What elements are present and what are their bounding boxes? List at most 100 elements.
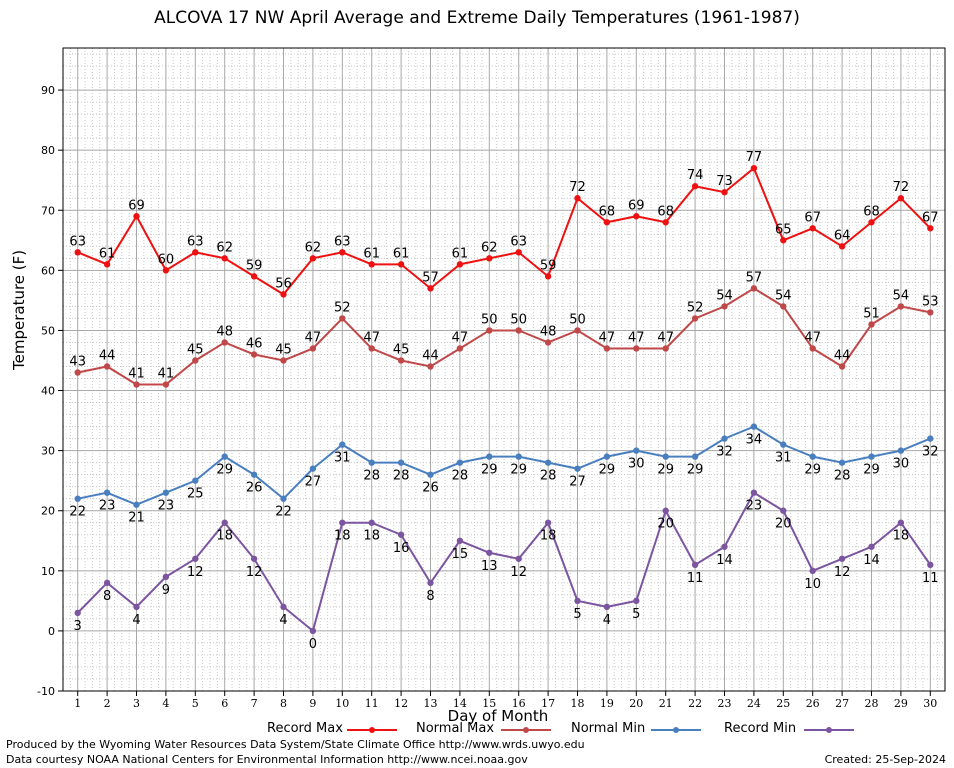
data-point-normal-max bbox=[515, 327, 522, 334]
x-tick-label: 2 bbox=[104, 697, 111, 710]
x-tick-label: 21 bbox=[659, 697, 673, 710]
data-point-normal-max bbox=[309, 345, 317, 352]
y-tick-label: -10 bbox=[37, 685, 55, 698]
data-label-normal-min: 30 bbox=[893, 457, 910, 472]
data-point-record-min bbox=[103, 579, 111, 587]
data-label-record-max: 67 bbox=[922, 210, 939, 225]
data-point-normal-max bbox=[280, 357, 287, 364]
data-label-normal-max: 47 bbox=[305, 330, 322, 345]
data-label-record-min: 16 bbox=[393, 541, 410, 556]
data-label-record-max: 77 bbox=[746, 150, 763, 165]
series-line-record-max bbox=[77, 166, 932, 296]
data-label-normal-max: 41 bbox=[128, 367, 145, 382]
data-point-record-min bbox=[515, 555, 522, 562]
x-tick-label: 3 bbox=[133, 697, 140, 710]
data-point-normal-min bbox=[544, 459, 552, 466]
data-label-normal-min: 22 bbox=[69, 505, 86, 520]
x-tick-label: 16 bbox=[512, 697, 526, 710]
data-label-normal-min: 28 bbox=[540, 469, 557, 484]
data-point-normal-min bbox=[456, 459, 464, 466]
data-point-record-max bbox=[927, 225, 934, 232]
x-tick-label: 1 bbox=[74, 697, 81, 710]
data-point-record-max bbox=[780, 237, 787, 244]
legend-swatch-record-min bbox=[804, 727, 854, 733]
data-label-record-min: 18 bbox=[540, 529, 557, 544]
data-point-normal-min bbox=[633, 447, 640, 454]
data-point-normal-min bbox=[339, 441, 346, 448]
data-point-record-min bbox=[192, 555, 199, 562]
data-label-record-max: 74 bbox=[687, 168, 704, 183]
data-label-record-max: 69 bbox=[628, 198, 645, 213]
data-label-record-min: 5 bbox=[632, 607, 640, 622]
data-point-normal-min bbox=[691, 453, 699, 460]
data-label-record-max: 57 bbox=[422, 270, 439, 285]
data-label-record-min: 8 bbox=[103, 589, 111, 604]
data-label-record-min: 9 bbox=[162, 583, 170, 598]
data-point-normal-min bbox=[662, 453, 669, 460]
plot-frame bbox=[62, 47, 946, 692]
data-label-normal-min: 25 bbox=[187, 487, 204, 502]
data-label-record-min: 18 bbox=[893, 529, 910, 544]
data-label-normal-max: 47 bbox=[599, 330, 616, 345]
data-label-record-max: 73 bbox=[716, 174, 733, 189]
data-point-normal-max bbox=[221, 339, 228, 346]
data-point-record-max bbox=[368, 261, 375, 268]
x-tick-label: 14 bbox=[453, 697, 467, 710]
legend-swatch-normal-min bbox=[651, 727, 701, 733]
data-point-record-min bbox=[838, 555, 846, 562]
data-label-record-max: 64 bbox=[834, 228, 851, 243]
data-point-normal-min bbox=[103, 489, 111, 496]
data-label-normal-min: 29 bbox=[216, 463, 233, 478]
data-point-record-min bbox=[133, 603, 140, 611]
legend-label-record-max: Record Max bbox=[267, 721, 343, 736]
data-label-normal-min: 28 bbox=[363, 469, 380, 484]
data-label-normal-max: 44 bbox=[99, 348, 116, 363]
data-label-record-max: 61 bbox=[363, 246, 380, 261]
data-label-record-min: 13 bbox=[481, 559, 498, 574]
data-point-normal-max bbox=[339, 315, 346, 322]
data-label-record-max: 56 bbox=[275, 276, 292, 291]
x-tick-label: 19 bbox=[600, 697, 614, 710]
data-point-record-max bbox=[633, 213, 640, 220]
data-label-record-min: 4 bbox=[132, 613, 140, 628]
data-point-normal-min bbox=[868, 453, 875, 460]
x-tick-label: 17 bbox=[541, 697, 555, 710]
data-label-record-max: 60 bbox=[158, 252, 175, 267]
x-tick-label: 4 bbox=[162, 697, 169, 710]
data-point-record-max bbox=[456, 261, 464, 268]
data-label-record-min: 5 bbox=[573, 607, 581, 622]
data-point-record-min bbox=[280, 603, 287, 611]
data-point-normal-max bbox=[427, 363, 434, 370]
data-label-record-min: 0 bbox=[309, 637, 317, 652]
data-label-normal-max: 57 bbox=[746, 270, 763, 285]
data-label-normal-max: 45 bbox=[187, 342, 204, 357]
data-label-normal-max: 50 bbox=[510, 312, 527, 327]
data-point-record-max bbox=[280, 291, 287, 298]
data-point-normal-max bbox=[927, 309, 934, 316]
data-label-normal-max: 52 bbox=[334, 300, 351, 315]
data-label-normal-max: 41 bbox=[158, 367, 175, 382]
data-point-record-max bbox=[691, 183, 699, 190]
data-point-record-max bbox=[309, 255, 317, 262]
data-label-record-min: 12 bbox=[510, 565, 527, 580]
data-point-record-max bbox=[221, 255, 228, 262]
data-point-record-min bbox=[427, 579, 434, 587]
footer-data-courtesy: Data courtesy NOAA National Centers for … bbox=[6, 753, 528, 766]
data-label-record-max: 62 bbox=[305, 240, 322, 255]
data-label-normal-max: 45 bbox=[393, 342, 410, 357]
y-tick-label: 20 bbox=[41, 505, 55, 518]
data-label-normal-max: 44 bbox=[422, 348, 439, 363]
data-point-record-max bbox=[574, 195, 581, 202]
legend-label-normal-min: Normal Min bbox=[571, 721, 646, 736]
data-label-record-max: 61 bbox=[452, 246, 469, 261]
data-label-normal-min: 29 bbox=[863, 463, 880, 478]
data-label-record-min: 15 bbox=[452, 547, 469, 562]
data-label-record-min: 14 bbox=[716, 553, 733, 568]
data-point-normal-max bbox=[456, 345, 464, 352]
data-point-normal-min bbox=[192, 477, 199, 484]
data-point-normal-min bbox=[515, 453, 522, 460]
data-point-record-max bbox=[721, 189, 728, 196]
data-label-normal-max: 47 bbox=[657, 330, 674, 345]
data-point-record-max bbox=[603, 219, 611, 226]
y-tick-label: 10 bbox=[41, 565, 55, 578]
